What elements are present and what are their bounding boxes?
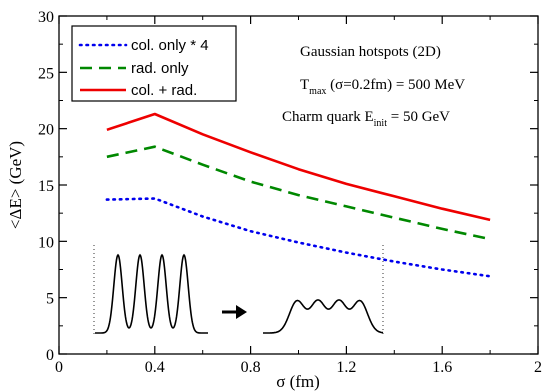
x-axis-ticks: 0 0.4 0.8 1.2 1.6 2 (55, 16, 542, 376)
y-tick-label: 20 (38, 122, 54, 139)
y-tick-label: 25 (38, 65, 54, 82)
legend: col. only * 4 rad. only col. + rad. (71, 25, 237, 102)
inset-schematic (93, 245, 384, 335)
right-arrow-icon (222, 305, 247, 319)
y-tick-label: 0 (46, 347, 54, 364)
y-axis-ticks: 0 5 10 15 20 25 30 (38, 9, 538, 364)
legend-label-col-only: col. only * 4 (131, 37, 209, 54)
x-tick-label: 2 (534, 359, 542, 376)
legend-box (71, 25, 237, 102)
series-layer (105, 112, 492, 278)
series-line-2 (106, 112, 491, 222)
y-tick-label: 5 (46, 291, 54, 308)
annotation-block: Gaussian hotspots (2D) Tmax (σ=0.2fm) = … (282, 44, 465, 129)
x-tick-label: 1.2 (336, 359, 356, 376)
annotation-charm: Charm quark Einit = 50 GeV (282, 109, 450, 129)
y-tick-label: 30 (38, 9, 54, 26)
y-axis-title: <ΔE> (GeV) (6, 141, 25, 229)
y-tick-label: 15 (38, 178, 54, 195)
x-tick-label: 0.4 (145, 359, 165, 376)
legend-label-rad-only: rad. only (131, 60, 189, 77)
x-axis-title: σ (fm) (276, 372, 320, 391)
broad-hotspots-curve (263, 299, 384, 334)
series-line-1 (106, 145, 491, 241)
y-tick-label: 10 (38, 234, 54, 251)
x-tick-label: 1.6 (432, 359, 452, 376)
annotation-hotspots: Gaussian hotspots (2D) (300, 44, 441, 60)
x-tick-label: 0.8 (241, 359, 261, 376)
x-tick-label: 0 (55, 359, 63, 376)
series-line-0 (105, 197, 492, 278)
narrow-hotspots-curve (95, 253, 208, 334)
annotation-tmax: Tmax (σ=0.2fm) = 500 MeV (300, 77, 465, 97)
legend-label-col-rad: col. + rad. (131, 82, 197, 99)
